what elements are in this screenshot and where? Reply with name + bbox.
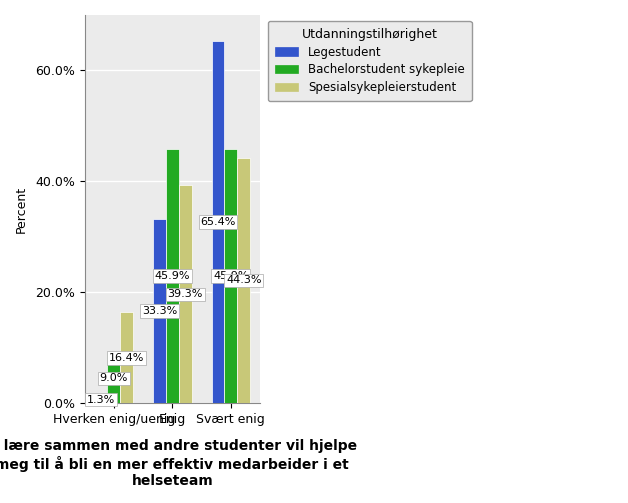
Text: 65.4%: 65.4%	[200, 217, 236, 227]
Bar	[212, 41, 224, 403]
Text: 44.3%: 44.3%	[226, 276, 261, 286]
Text: 45.9%: 45.9%	[154, 271, 190, 281]
Bar	[224, 149, 237, 403]
Text: 9.0%: 9.0%	[100, 373, 128, 383]
Bar	[107, 354, 120, 403]
Y-axis label: Percent: Percent	[15, 186, 28, 233]
Legend: Legestudent, Bachelorstudent sykepleie, Spesialsykepleierstudent: Legestudent, Bachelorstudent sykepleie, …	[268, 21, 472, 101]
Text: 39.3%: 39.3%	[168, 289, 203, 299]
Text: 16.4%: 16.4%	[109, 353, 144, 363]
Bar	[94, 396, 107, 403]
Bar	[166, 149, 179, 403]
X-axis label: Å lære sammen med andre studenter vil hjelpe
meg til å bli en mer effektiv medar: Å lære sammen med andre studenter vil hj…	[0, 437, 357, 488]
Text: 33.3%: 33.3%	[142, 306, 177, 316]
Text: 45.9%: 45.9%	[213, 271, 249, 281]
Bar	[237, 157, 250, 403]
Bar	[153, 219, 166, 403]
Bar	[120, 312, 133, 403]
Bar	[179, 185, 192, 403]
Text: 1.3%: 1.3%	[87, 395, 115, 405]
